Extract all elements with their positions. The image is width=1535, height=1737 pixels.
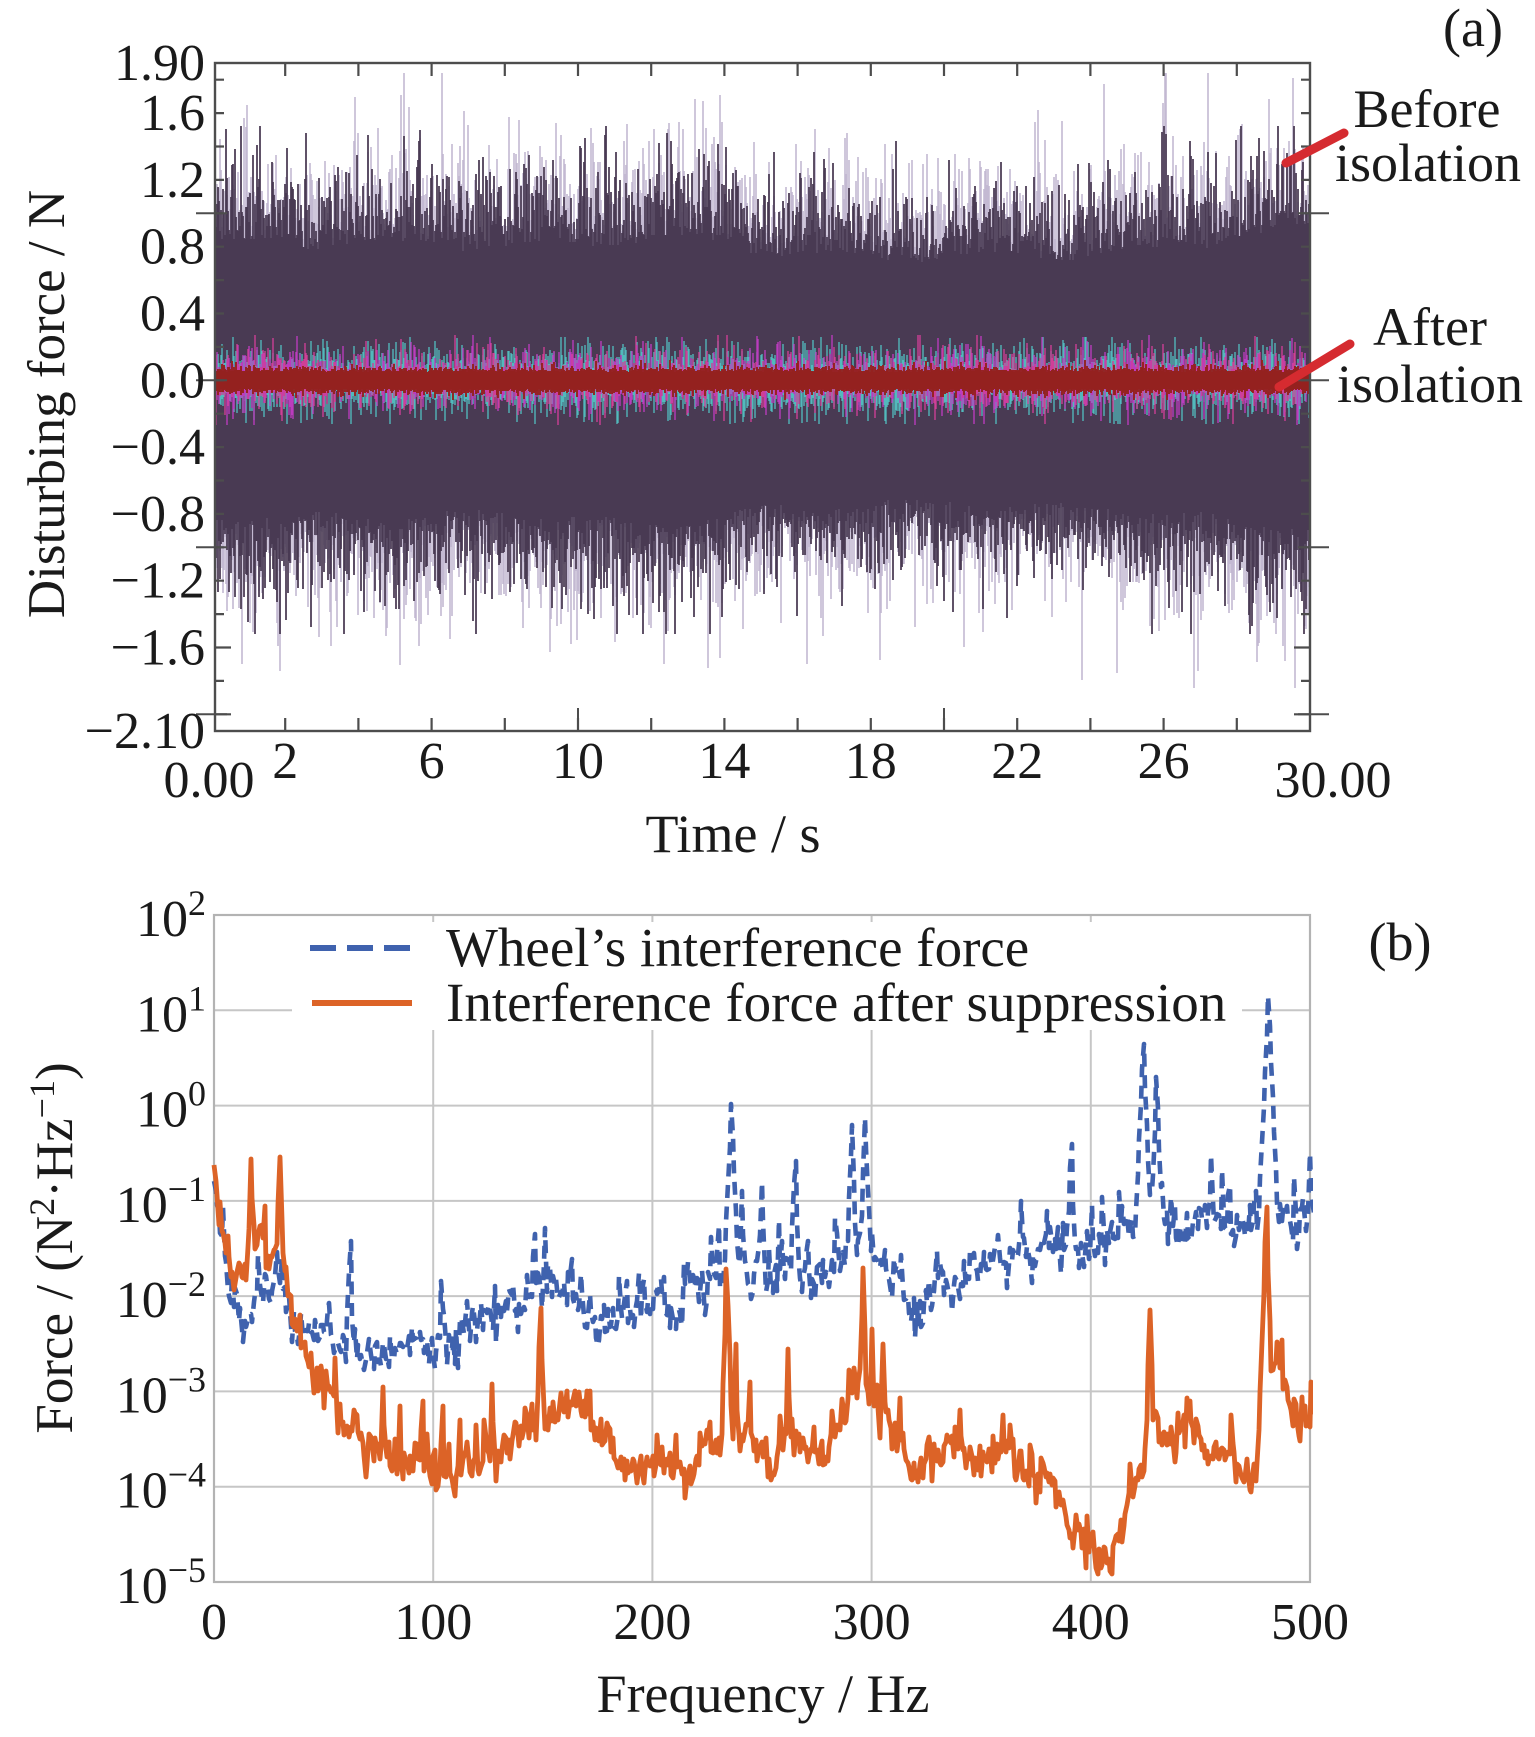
svg-text:−0.4: −0.4 [111, 419, 205, 476]
svg-text:isolation: isolation [1337, 354, 1523, 414]
svg-text:(b): (b) [1369, 912, 1432, 972]
svg-text:26: 26 [1138, 733, 1190, 790]
svg-text:0.8: 0.8 [140, 219, 205, 276]
svg-text:2: 2 [272, 733, 298, 790]
svg-text:−1.2: −1.2 [111, 553, 205, 610]
svg-text:6: 6 [419, 733, 445, 790]
svg-text:1.2: 1.2 [140, 152, 205, 209]
svg-text:18: 18 [845, 733, 897, 790]
svg-text:1.6: 1.6 [140, 85, 205, 142]
svg-text:After: After [1373, 297, 1487, 357]
svg-text:30.00: 30.00 [1275, 752, 1392, 809]
svg-text:−2.10: −2.10 [85, 703, 205, 760]
svg-text:0: 0 [201, 1594, 227, 1651]
svg-text:0.0: 0.0 [140, 352, 205, 409]
svg-text:200: 200 [613, 1594, 691, 1651]
svg-text:isolation: isolation [1335, 133, 1521, 193]
svg-text:Force / (N2·Hz−1): Force / (N2·Hz−1) [22, 1062, 84, 1433]
svg-text:Disturbing force / N: Disturbing force / N [18, 190, 76, 618]
svg-text:10: 10 [552, 733, 604, 790]
svg-text:Frequency / Hz: Frequency / Hz [597, 1664, 930, 1724]
svg-text:Time / s: Time / s [645, 804, 820, 864]
svg-text:100: 100 [394, 1594, 472, 1651]
svg-text:0.00: 0.00 [164, 752, 255, 809]
svg-text:22: 22 [991, 733, 1043, 790]
svg-text:500: 500 [1271, 1594, 1349, 1651]
svg-text:1.90: 1.90 [114, 35, 205, 92]
svg-text:Interference force after suppr: Interference force after suppression [446, 972, 1226, 1033]
svg-text:10−3: 10−3 [116, 1359, 206, 1424]
svg-text:400: 400 [1052, 1594, 1130, 1651]
svg-text:Wheel’s interference force: Wheel’s interference force [446, 917, 1029, 978]
svg-text:0.4: 0.4 [140, 286, 205, 343]
svg-text:−1.6: −1.6 [111, 620, 205, 677]
svg-text:(a): (a) [1443, 0, 1503, 58]
svg-text:300: 300 [833, 1594, 911, 1651]
svg-text:−0.8: −0.8 [111, 486, 205, 543]
svg-text:14: 14 [698, 733, 750, 790]
svg-text:Before: Before [1354, 79, 1501, 139]
